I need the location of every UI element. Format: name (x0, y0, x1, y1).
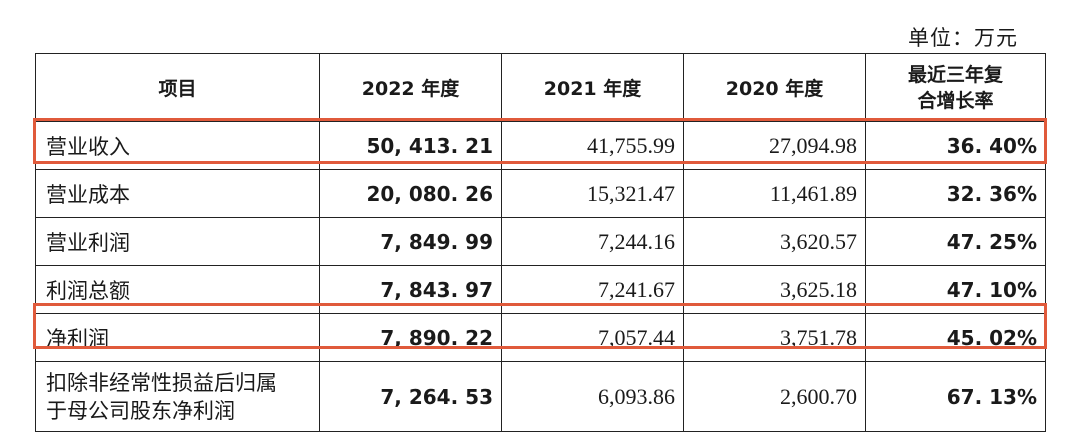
value-2022: 50, 413. 21 (319, 121, 502, 170)
header-2020: 2020 年度 (683, 53, 866, 122)
value-2021: 7,057.44 (501, 313, 684, 362)
value-2021: 7,241.67 (501, 265, 684, 314)
table-row: 营业成本 20, 080. 26 15,321.47 11,461.89 32.… (35, 169, 1046, 218)
row-label: 利润总额 (35, 265, 320, 314)
table-row: 营业收入 50, 413. 21 41,755.99 27,094.98 36.… (35, 121, 1046, 170)
value-2022: 20, 080. 26 (319, 169, 502, 218)
value-cagr: 67. 13% (865, 361, 1046, 432)
value-2022: 7, 890. 22 (319, 313, 502, 362)
row-label: 扣除非经常性损益后归属 于母公司股东净利润 (35, 361, 320, 432)
value-2021: 15,321.47 (501, 169, 684, 218)
header-2022: 2022 年度 (319, 53, 502, 122)
unit-label: 单位：万元 (908, 26, 1018, 50)
value-2020: 27,094.98 (683, 121, 866, 170)
table-row: 净利润 7, 890. 22 7,057.44 3,751.78 45. 02% (35, 313, 1046, 362)
table-row: 利润总额 7, 843. 97 7,241.67 3,625.18 47. 10… (35, 265, 1046, 314)
value-2022: 7, 849. 99 (319, 217, 502, 266)
header-item: 项目 (35, 53, 320, 122)
value-cagr: 45. 02% (865, 313, 1046, 362)
row-label: 营业成本 (35, 169, 320, 218)
value-2020: 3,625.18 (683, 265, 866, 314)
value-2021: 41,755.99 (501, 121, 684, 170)
table-row: 扣除非经常性损益后归属 于母公司股东净利润 7, 264. 53 6,093.8… (35, 361, 1046, 432)
row-label: 净利润 (35, 313, 320, 362)
value-2020: 11,461.89 (683, 169, 866, 218)
value-2020: 2,600.70 (683, 361, 866, 432)
value-2020: 3,620.57 (683, 217, 866, 266)
value-cagr: 32. 36% (865, 169, 1046, 218)
value-cagr: 47. 25% (865, 217, 1046, 266)
header-row: 项目 2022 年度 2021 年度 2020 年度 最近三年复 合增长率 (35, 53, 1046, 122)
financial-table: 项目 2022 年度 2021 年度 2020 年度 最近三年复 合增长率 营业… (35, 53, 1046, 432)
value-2021: 6,093.86 (501, 361, 684, 432)
table-row: 营业利润 7, 849. 99 7,244.16 3,620.57 47. 25… (35, 217, 1046, 266)
value-2022: 7, 843. 97 (319, 265, 502, 314)
value-cagr: 47. 10% (865, 265, 1046, 314)
header-cagr: 最近三年复 合增长率 (865, 53, 1046, 122)
value-2020: 3,751.78 (683, 313, 866, 362)
row-label: 营业收入 (35, 121, 320, 170)
value-2021: 7,244.16 (501, 217, 684, 266)
row-label: 营业利润 (35, 217, 320, 266)
header-2021: 2021 年度 (501, 53, 684, 122)
value-cagr: 36. 40% (865, 121, 1046, 170)
value-2022: 7, 264. 53 (319, 361, 502, 432)
